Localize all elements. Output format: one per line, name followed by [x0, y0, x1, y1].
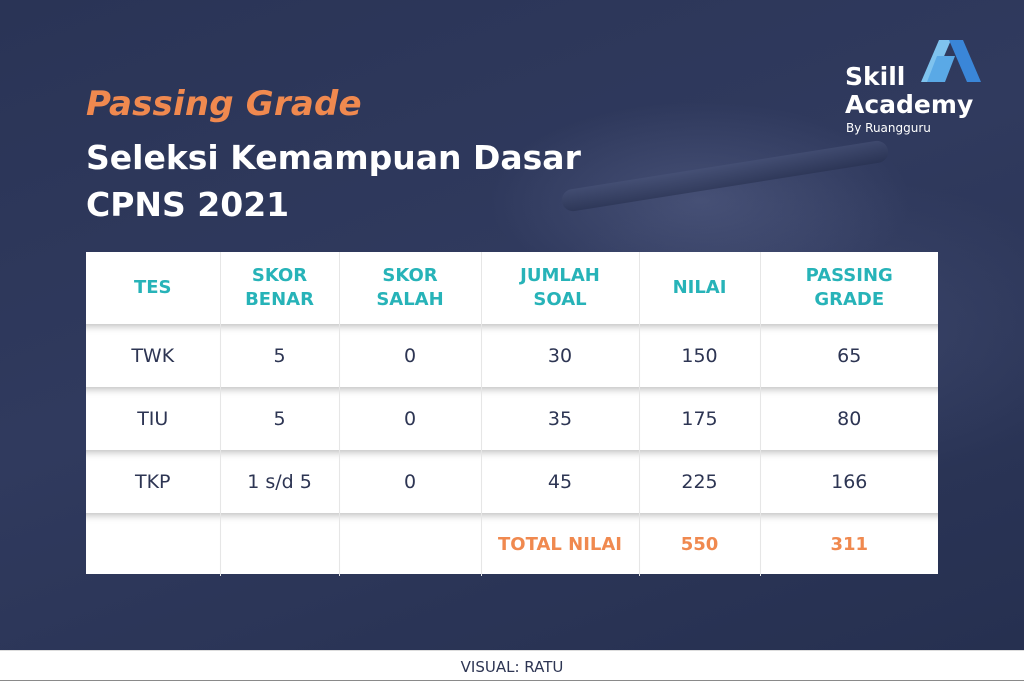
cell-jumlah-soal: 35: [480, 387, 639, 450]
cell-empty: [338, 513, 481, 576]
table-total-row: TOTAL NILAI 550 311: [86, 513, 938, 576]
cell-jumlah-soal: 30: [480, 324, 639, 387]
cell-nilai: 225: [638, 450, 760, 513]
logo-text-academy: Academy: [845, 90, 974, 119]
cell-tes: TWK: [86, 324, 220, 387]
cell-nilai: 150: [638, 324, 760, 387]
header-nilai: NILAI: [638, 252, 760, 324]
page-accent-title: Passing Grade: [86, 84, 362, 124]
total-label: TOTAL NILAI: [480, 513, 639, 576]
header-jumlah-soal: JUMLAH SOAL: [480, 252, 639, 324]
total-passing-grade: 311: [759, 513, 938, 576]
cell-tes: TIU: [86, 387, 220, 450]
cell-passing-grade: 65: [759, 324, 938, 387]
table-row: TIU 5 0 35 175 80: [86, 387, 938, 450]
passing-grade-table: TES SKOR BENAR SKOR SALAH JUMLAH SOAL NILAI…: [86, 252, 938, 576]
cell-empty: [219, 513, 339, 576]
cell-skor-salah: 0: [338, 387, 481, 450]
cell-empty: [86, 513, 220, 576]
header-passing-grade: PASSING GRADE: [759, 252, 938, 324]
header-skor-salah: SKOR SALAH: [338, 252, 481, 324]
cell-skor-salah: 0: [338, 450, 481, 513]
page-title-line-1: Seleksi Kemampuan Dasar: [86, 138, 581, 177]
cell-nilai: 175: [638, 387, 760, 450]
cell-jumlah-soal: 45: [480, 450, 639, 513]
total-nilai: 550: [638, 513, 760, 576]
cell-skor-salah: 0: [338, 324, 481, 387]
footer-credit-bar: VISUAL: RATU: [0, 650, 1024, 684]
cell-skor-benar: 1 s/d 5: [219, 450, 339, 513]
cell-tes: TKP: [86, 450, 220, 513]
skill-academy-logo-icon: [921, 40, 981, 82]
table-row: TKP 1 s/d 5 0 45 225 166: [86, 450, 938, 513]
footer-divider: [0, 680, 1024, 681]
footer-credit: VISUAL: RATU: [460, 658, 564, 676]
cell-passing-grade: 166: [759, 450, 938, 513]
table-header-row: TES SKOR BENAR SKOR SALAH JUMLAH SOAL NILAI…: [86, 252, 938, 324]
cell-passing-grade: 80: [759, 387, 938, 450]
logo-text-skill: Skill: [845, 62, 906, 91]
skill-academy-logo: Skill Academy By Ruangguru: [845, 34, 995, 135]
table-row: TWK 5 0 30 150 65: [86, 324, 938, 387]
header-skor-benar: SKOR BENAR: [219, 252, 339, 324]
logo-byline: By Ruangguru: [846, 121, 931, 135]
cell-skor-benar: 5: [219, 324, 339, 387]
page-title-line-2: CPNS 2021: [86, 185, 290, 224]
header-tes: TES: [133, 277, 172, 298]
cell-skor-benar: 5: [219, 387, 339, 450]
